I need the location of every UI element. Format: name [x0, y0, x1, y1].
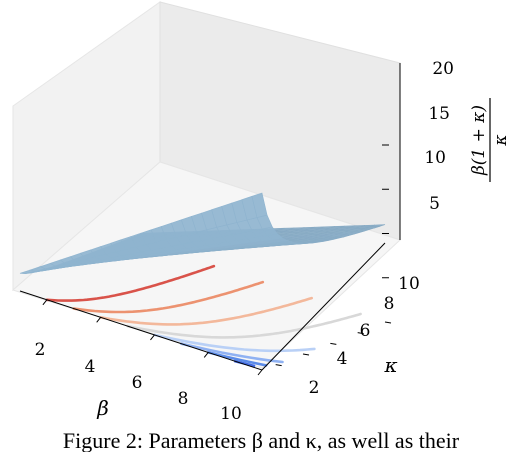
axis-ticks	[42, 144, 392, 376]
z-axis-label: β(1 + κ) κ	[469, 98, 511, 182]
x-axis-line	[19, 290, 263, 371]
x-tick-label: 6	[132, 373, 143, 393]
y-axis-label: κ	[383, 353, 397, 377]
x-tick-mark	[203, 352, 209, 358]
contour-line	[126, 312, 362, 339]
contour-line	[153, 333, 316, 353]
x-tick-mark	[42, 299, 48, 306]
x-tick-mark	[96, 317, 102, 323]
z-axis-label-numerator: β(1 + κ)	[469, 105, 489, 176]
surface-plot-figure: 2 4 6 8 10 2 4 6 8 10 5 10 15 20 β κ β(1…	[11, 1, 511, 424]
contour-line	[206, 351, 268, 367]
y-axis-line	[261, 242, 386, 371]
x-tick-label: 10	[220, 404, 242, 424]
x-tick-label: 4	[85, 357, 96, 377]
y-tick-mark	[275, 364, 282, 367]
y-tick-label: 4	[337, 349, 348, 369]
x-axis-label: β	[96, 396, 109, 420]
y-tick-label: 10	[398, 274, 420, 294]
y-tick-label: 6	[360, 321, 371, 341]
z-tick-label: 20	[432, 59, 454, 79]
x-tick-mark	[150, 334, 155, 341]
y-tick-mark	[330, 342, 337, 345]
figure-caption: Figure 2: Parameters β and κ, as well as…	[62, 430, 460, 452]
surface-patch	[251, 192, 268, 218]
contour-line	[72, 280, 265, 314]
contour-line	[45, 264, 216, 302]
y-tick-label: 8	[384, 294, 395, 314]
z-axis-label-denominator: κ	[491, 134, 511, 146]
surface	[19, 192, 386, 275]
x-tick-mark	[257, 369, 263, 376]
y-tick-mark	[384, 321, 392, 324]
y-tick-mark	[357, 332, 364, 335]
y-tick-label: 2	[309, 378, 320, 398]
contour-line	[99, 296, 314, 326]
x-tick-label: 2	[35, 340, 46, 360]
z-tick-label: 10	[424, 148, 446, 168]
z-tick-label: 5	[429, 194, 440, 214]
z-tick-label: 15	[428, 104, 450, 124]
y-tick-mark	[302, 353, 310, 356]
x-tick-label: 8	[178, 389, 189, 409]
